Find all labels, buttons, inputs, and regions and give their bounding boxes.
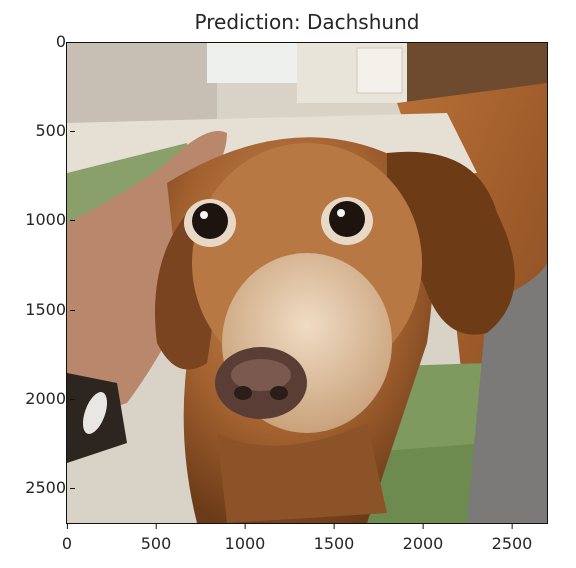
figure-title: Prediction: Dachshund <box>194 10 420 34</box>
x-tick-label: 1000 <box>224 524 266 553</box>
image-axes <box>66 42 548 524</box>
x-tick-label: 1500 <box>313 524 355 553</box>
y-tick-label: 2000 <box>25 389 75 408</box>
y-tick-label: 500 <box>35 121 75 140</box>
y-tick-label: 2500 <box>25 478 75 497</box>
y-tick-label: 1000 <box>25 210 75 229</box>
x-tick-label: 2000 <box>402 524 444 553</box>
dachshund-photo <box>67 43 547 523</box>
y-tick-label: 0 <box>55 32 76 51</box>
x-tick-label: 500 <box>140 524 172 553</box>
x-tick-label: 2500 <box>491 524 533 553</box>
y-tick-label: 1500 <box>25 300 75 319</box>
x-tick-label: 0 <box>61 524 73 553</box>
